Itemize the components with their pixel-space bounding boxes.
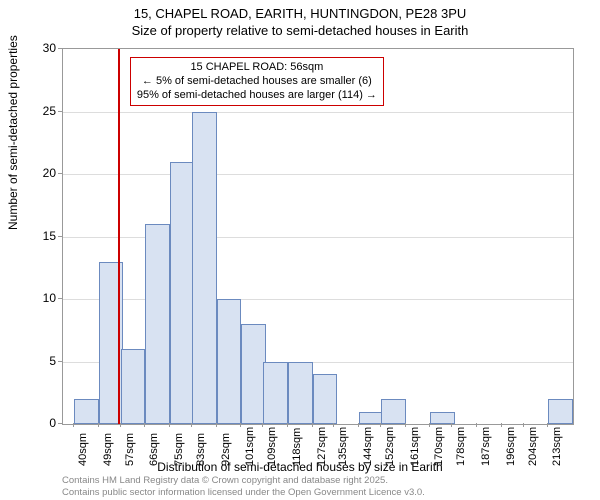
x-tick-mark — [262, 423, 263, 427]
x-tick-label: 118sqm — [291, 428, 303, 466]
x-tick-mark — [191, 423, 192, 427]
title-line-2: Size of property relative to semi-detach… — [0, 23, 600, 40]
x-tick-label: 178sqm — [455, 427, 467, 466]
x-tick-mark — [98, 423, 99, 427]
histogram-bar — [145, 224, 170, 424]
x-tick-label: 75sqm — [173, 433, 185, 466]
x-tick-mark — [144, 423, 145, 427]
gridline — [63, 174, 573, 175]
x-tick-mark — [501, 423, 502, 427]
x-tick-mark — [476, 423, 477, 427]
x-tick-label: 66sqm — [148, 433, 160, 466]
histogram-bar — [121, 349, 146, 424]
x-tick-mark — [523, 423, 524, 427]
histogram-bar — [263, 362, 288, 425]
x-tick-label: 161sqm — [409, 427, 421, 466]
x-tick-mark — [451, 423, 452, 427]
chart-title-block: 15, CHAPEL ROAD, EARITH, HUNTINGDON, PE2… — [0, 0, 600, 40]
histogram-bar — [381, 399, 406, 424]
title-line-1: 15, CHAPEL ROAD, EARITH, HUNTINGDON, PE2… — [0, 6, 600, 23]
annotation-line-2: ← 5% of semi-detached houses are smaller… — [137, 75, 377, 89]
y-tick-mark — [58, 236, 62, 237]
x-tick-label: 213sqm — [551, 427, 563, 466]
histogram-bar — [74, 399, 99, 424]
x-tick-mark — [240, 423, 241, 427]
y-tick-mark — [58, 361, 62, 362]
x-tick-label: 57sqm — [124, 433, 136, 466]
x-tick-mark — [547, 423, 548, 427]
x-tick-mark — [358, 423, 359, 427]
chart-container: 15, CHAPEL ROAD, EARITH, HUNTINGDON, PE2… — [0, 0, 600, 500]
x-tick-mark — [73, 423, 74, 427]
x-tick-mark — [405, 423, 406, 427]
y-tick-mark — [58, 111, 62, 112]
y-tick-mark — [58, 298, 62, 299]
footer-line-2: Contains public sector information licen… — [62, 487, 425, 498]
x-tick-mark — [120, 423, 121, 427]
y-tick-label: 25 — [16, 104, 56, 118]
y-tick-mark — [58, 48, 62, 49]
x-tick-mark — [333, 423, 334, 427]
plot-area: 15 CHAPEL ROAD: 56sqm← 5% of semi-detach… — [62, 48, 574, 425]
histogram-bar — [288, 362, 313, 425]
x-tick-label: 109sqm — [266, 427, 278, 466]
x-tick-mark — [169, 423, 170, 427]
x-tick-label: 92sqm — [220, 433, 232, 466]
x-tick-label: 40sqm — [77, 433, 89, 466]
x-tick-label: 187sqm — [480, 427, 492, 466]
x-tick-label: 127sqm — [316, 427, 328, 466]
x-tick-label: 101sqm — [244, 427, 256, 466]
x-tick-mark — [216, 423, 217, 427]
histogram-bar — [192, 112, 217, 425]
gridline — [63, 299, 573, 300]
x-tick-label: 135sqm — [337, 427, 349, 466]
x-tick-mark — [287, 423, 288, 427]
y-axis-label: Number of semi-detached properties — [6, 35, 20, 230]
histogram-bar — [217, 299, 242, 424]
y-tick-label: 5 — [16, 354, 56, 368]
x-tick-label: 49sqm — [102, 433, 114, 466]
x-tick-label: 152sqm — [384, 427, 396, 466]
x-tick-mark — [312, 423, 313, 427]
annotation-line-3: 95% of semi-detached houses are larger (… — [137, 89, 377, 103]
y-tick-label: 10 — [16, 291, 56, 305]
histogram-bar — [548, 399, 573, 424]
histogram-bar — [313, 374, 338, 424]
x-tick-label: 204sqm — [527, 427, 539, 466]
y-tick-label: 0 — [16, 416, 56, 430]
x-tick-mark — [429, 423, 430, 427]
footer-line-1: Contains HM Land Registry data © Crown c… — [62, 475, 425, 486]
gridline — [63, 237, 573, 238]
y-tick-label: 30 — [16, 41, 56, 55]
y-tick-label: 20 — [16, 166, 56, 180]
gridline — [63, 112, 573, 113]
x-tick-mark — [380, 423, 381, 427]
annotation-line-1: 15 CHAPEL ROAD: 56sqm — [137, 61, 377, 75]
footer-attribution: Contains HM Land Registry data © Crown c… — [62, 475, 425, 498]
reference-line — [118, 49, 120, 424]
annotation-box: 15 CHAPEL ROAD: 56sqm← 5% of semi-detach… — [130, 57, 384, 106]
y-tick-label: 15 — [16, 229, 56, 243]
y-tick-mark — [58, 423, 62, 424]
x-tick-label: 196sqm — [505, 427, 517, 466]
x-tick-label: 144sqm — [362, 427, 374, 466]
x-tick-label: 83sqm — [195, 433, 207, 466]
y-tick-mark — [58, 173, 62, 174]
x-tick-label: 170sqm — [433, 427, 445, 466]
